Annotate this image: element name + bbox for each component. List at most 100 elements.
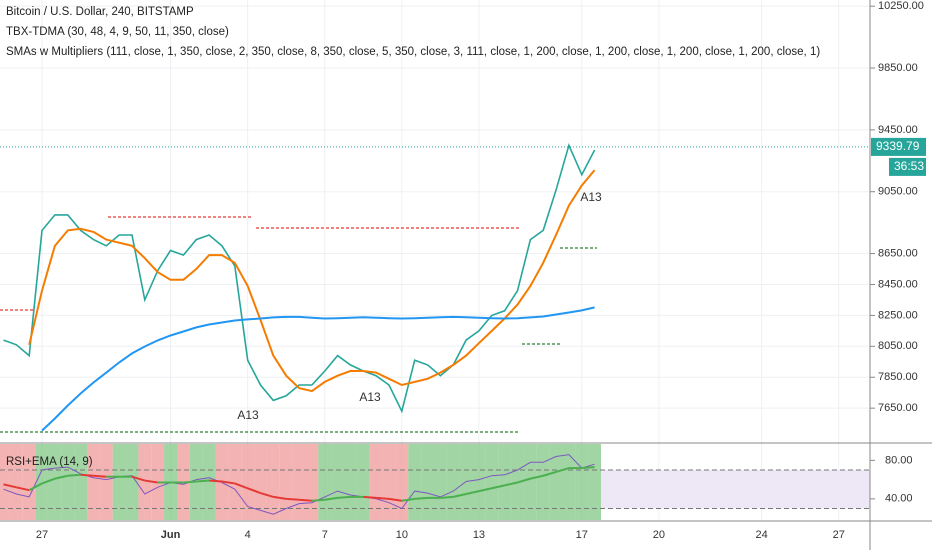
rsi-band	[356, 444, 370, 520]
ema-segment	[16, 486, 30, 492]
rsi-band	[228, 444, 242, 520]
countdown-label: 36:53	[894, 159, 924, 173]
last-price-box	[871, 137, 926, 156]
y-tick-label: 9450.00	[878, 124, 918, 136]
ema-segment	[221, 480, 235, 485]
rsi-band	[87, 444, 100, 520]
rsi-band	[9, 444, 23, 520]
rsi-band	[331, 444, 345, 520]
axes: 27 Jun 4 7 10 13 17 20 24 27 10250.00 9850.00 9450.0…	[36, 0, 926, 541]
y-tick-label: 8450.00	[878, 278, 918, 290]
ema-segment	[504, 481, 518, 487]
ema-segment	[209, 479, 223, 483]
chart-subtitle: TBX-TDMA (30, 48, 4, 9, 50, 11, 350, clo…	[6, 26, 229, 38]
ema-segment	[67, 473, 81, 477]
ema-segment	[247, 487, 261, 494]
ema-segment	[286, 497, 300, 501]
ema-segment	[414, 496, 428, 500]
rsi-band	[446, 444, 460, 520]
ema-segment	[376, 496, 390, 500]
x-tick-label: 4	[245, 529, 251, 541]
ema-segment	[517, 477, 531, 484]
rsi-band	[35, 444, 49, 520]
ema-segment	[388, 497, 402, 502]
y-tick-label: 10250.00	[878, 0, 924, 12]
layer: A13 A13 A13	[0, 142, 870, 515]
rsi-band	[369, 444, 383, 520]
rsi-band	[588, 444, 602, 520]
y-tick-label: 9050.00	[878, 186, 918, 198]
rsi-band	[575, 444, 589, 520]
x-tick-label: 20	[653, 529, 665, 541]
ema-segment	[363, 495, 377, 499]
ema-segment	[183, 480, 197, 484]
rsi-band	[138, 444, 152, 520]
rsi-band	[22, 444, 36, 520]
ema-segment	[530, 474, 544, 480]
x-tick-label: 10	[396, 529, 408, 541]
ema-segment	[3, 483, 17, 489]
rsi-title: RSI+EMA (14, 9)	[6, 456, 93, 468]
rsi-band	[61, 444, 75, 520]
ema-segment	[581, 466, 595, 470]
rsi-band	[202, 444, 216, 520]
rsi-band	[382, 444, 396, 520]
rsi-band	[112, 444, 126, 520]
x-tick-label: 7	[322, 529, 328, 541]
rsi-band	[74, 444, 88, 520]
rsi-band	[498, 444, 512, 520]
ema-segment	[144, 479, 158, 484]
ema-segment	[440, 495, 454, 499]
ema-segment	[453, 493, 467, 498]
annotation: A13	[580, 190, 602, 204]
ema-segment	[401, 497, 415, 502]
y-tick-label: 7650.00	[878, 402, 918, 414]
rsi-band	[125, 444, 139, 520]
series-line	[3, 142, 596, 414]
last-price-label: 9339.79	[876, 139, 920, 153]
y-tick-label: 8050.00	[878, 340, 918, 352]
x-tick-label: 27	[833, 529, 845, 541]
rsi-band	[562, 444, 576, 520]
y-tick-label: 8250.00	[878, 309, 918, 321]
rsi-band	[523, 444, 537, 520]
rsi-band	[485, 444, 499, 520]
chart-title: Bitcoin / U.S. Dollar, 240, BITSTAMP	[6, 6, 194, 18]
rsi-band	[241, 444, 255, 520]
ema-segment	[324, 496, 338, 501]
rsi-band	[549, 444, 563, 520]
ema-segment	[311, 498, 325, 502]
rsi-range	[601, 469, 870, 509]
y-tick-label: 7850.00	[878, 371, 918, 383]
ema-segment	[478, 487, 493, 493]
ema-segment	[196, 479, 210, 483]
rsi-band	[421, 444, 434, 520]
ema-segment	[273, 495, 287, 500]
ema-segment	[41, 477, 56, 485]
td-levels	[0, 216, 597, 433]
ema-segment	[298, 498, 312, 502]
ema-segment	[54, 474, 68, 480]
series-line	[3, 454, 595, 515]
ema-segment	[93, 474, 107, 478]
x-tick-label: 13	[473, 529, 485, 541]
rsi-band	[48, 444, 62, 520]
ema-segment	[542, 470, 557, 477]
x-tick-label: 17	[576, 529, 588, 541]
ema-segment	[491, 484, 505, 490]
rsi-band	[254, 444, 267, 520]
rsi-band	[266, 444, 280, 520]
annotation: A13	[237, 408, 259, 422]
x-tick-label: 27	[36, 529, 48, 541]
countdown-box	[889, 157, 926, 176]
ema-segment	[260, 492, 274, 498]
indicator-label: SMAs w Multipliers (111, close, 1, 350, …	[6, 46, 820, 58]
y-tick-label: 80.00	[885, 454, 913, 466]
rsi-band	[99, 444, 113, 520]
rsi-band	[279, 444, 293, 520]
x-tick-label: Jun	[161, 529, 181, 541]
price-axis-bg	[870, 0, 932, 550]
y-tick-label: 40.00	[885, 493, 913, 505]
x-tick-label: 24	[756, 529, 768, 541]
